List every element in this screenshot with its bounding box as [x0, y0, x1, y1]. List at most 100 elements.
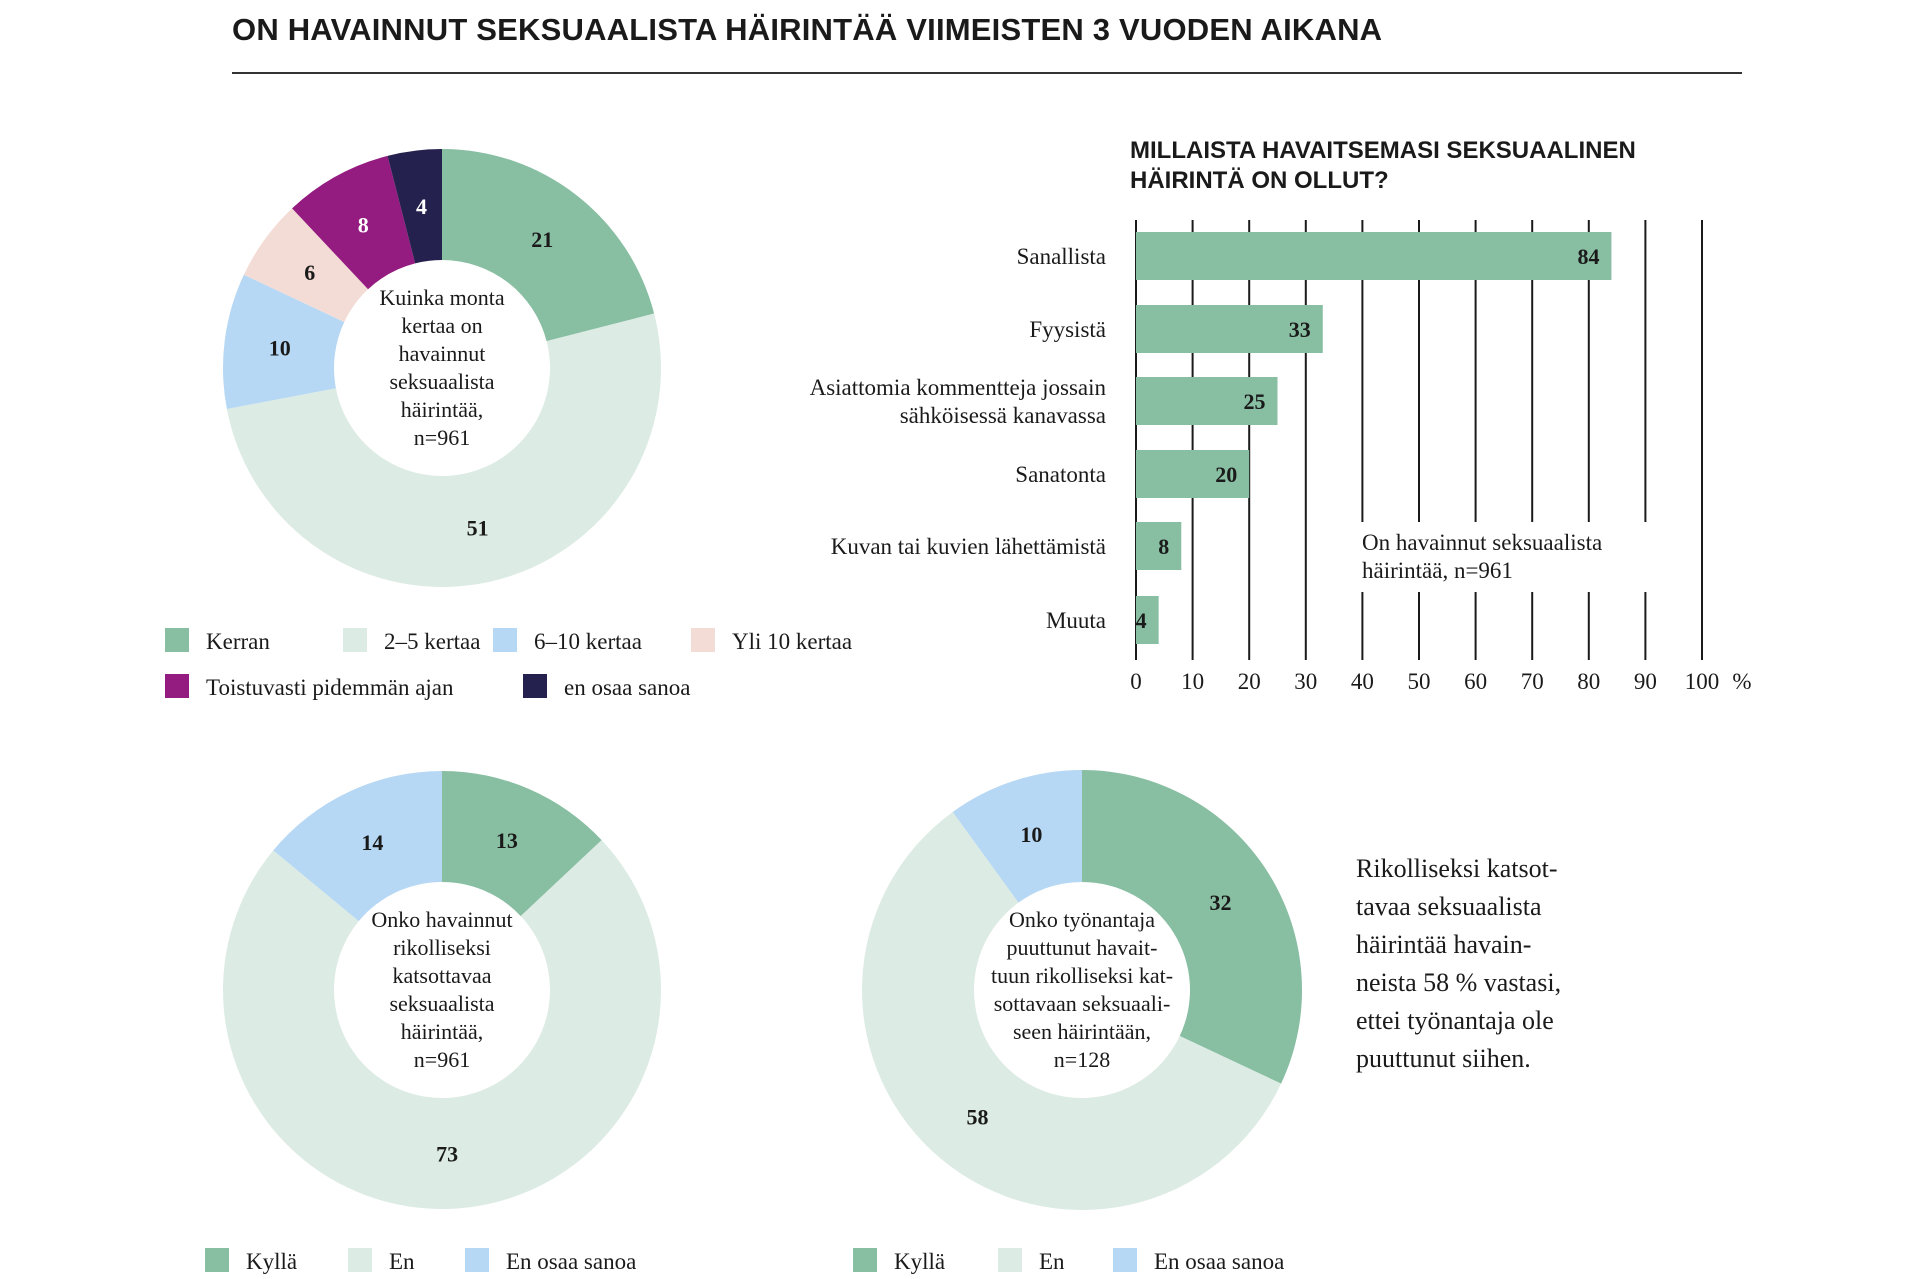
slice-value-label: 58: [966, 1104, 988, 1129]
donut-center-label: seksuaalista: [389, 991, 494, 1016]
legend-label: En: [1039, 1249, 1065, 1274]
bar-chart-note: On havainnut seksuaalista: [1362, 530, 1602, 555]
slice-value-label: 10: [269, 336, 291, 361]
donut-slice: [243, 208, 369, 323]
donut-slice: [1082, 770, 1302, 1084]
donut-center-label: Onko työnantaja: [1009, 907, 1155, 932]
donut-slice: [442, 149, 655, 342]
bar-value-label: 25: [1244, 389, 1266, 414]
legend-swatch: [853, 1248, 877, 1272]
bar: [1136, 305, 1323, 353]
legend-label: Kyllä: [246, 1249, 297, 1274]
slice-value-label: 32: [1209, 890, 1231, 915]
side-note-line: Rikolliseksi katsot-: [1356, 854, 1558, 883]
donut-center-label: havainnut: [399, 341, 486, 366]
bar-value-label: 33: [1289, 317, 1311, 342]
legend-swatch: [523, 674, 547, 698]
x-tick-label: 80: [1577, 669, 1600, 694]
legend-label: en osaa sanoa: [564, 675, 690, 700]
legend-swatch: [348, 1248, 372, 1272]
donut-center-label: häirintää,: [401, 1019, 483, 1044]
bar: [1136, 232, 1612, 280]
slice-value-label: 13: [496, 828, 518, 853]
donut-center-label: katsottavaa: [393, 963, 492, 988]
legend-label: En: [389, 1249, 415, 1274]
donut-slice: [222, 274, 345, 410]
donut-slice: [292, 155, 416, 290]
x-tick-label: 70: [1521, 669, 1544, 694]
x-axis-unit: %: [1732, 669, 1751, 694]
donut-center-label: seksuaalista: [389, 369, 494, 394]
donut-slice: [861, 812, 1282, 1210]
donut-slice: [273, 771, 442, 922]
slice-value-label: 10: [1020, 822, 1042, 847]
x-tick-label: 50: [1408, 669, 1431, 694]
side-note: Rikolliseksi katsot- tavaa seksuaalista …: [1356, 850, 1656, 1078]
donut-center-label: puuttunut havait-: [1007, 935, 1158, 960]
bar-category-label: Kuvan tai kuvien lähettämistä: [831, 534, 1106, 559]
bar-value-label: 20: [1215, 462, 1237, 487]
legend-swatch: [1113, 1248, 1137, 1272]
donut-center-label: rikolliseksi: [393, 935, 491, 960]
donut-center-label: Kuinka monta: [379, 285, 504, 310]
donut-center-label: n=961: [414, 1047, 470, 1072]
side-note-line: ettei työnantaja ole: [1356, 1006, 1554, 1035]
legend-swatch: [343, 628, 367, 652]
note-background: [1356, 522, 1686, 592]
x-tick-label: 0: [1130, 669, 1142, 694]
legend-label: Kerran: [206, 629, 270, 654]
bar: [1136, 522, 1182, 570]
legend-swatch: [691, 628, 715, 652]
bar-chart-title: HÄIRINTÄ ON OLLUT?: [1130, 167, 1389, 194]
legend-label: Kyllä: [894, 1249, 945, 1274]
donut-center-label: n=961: [414, 425, 470, 450]
legend-swatch: [165, 628, 189, 652]
bar-category-label: Asiattomia kommentteja jossain: [810, 375, 1107, 400]
x-tick-label: 10: [1181, 669, 1204, 694]
donut-center-label: tuun rikolliseksi kat-: [991, 963, 1173, 988]
donut-center-label: seen häirintään,: [1013, 1019, 1151, 1044]
title-divider: [232, 72, 1742, 74]
donut-slice: [952, 770, 1082, 903]
legend-swatch: [165, 674, 189, 698]
x-tick-label: 40: [1351, 669, 1374, 694]
donut-slice: [222, 840, 661, 1209]
slice-value-label: 73: [436, 1141, 458, 1166]
x-tick-label: 90: [1634, 669, 1657, 694]
donut-center-label: Onko havainnut: [371, 907, 512, 932]
page-title: ON HAVAINNUT SEKSUAALISTA HÄIRINTÄÄ VIIM…: [232, 12, 1383, 47]
bar-value-label: 84: [1577, 244, 1599, 269]
legend-label: En osaa sanoa: [1154, 1249, 1284, 1274]
legend-swatch: [998, 1248, 1022, 1272]
x-tick-label: 30: [1294, 669, 1317, 694]
bar-chart-note: häirintää, n=961: [1362, 558, 1513, 583]
donut-center-label: kertaa on: [401, 313, 482, 338]
bar-category-label: sähköisessä kanavassa: [900, 403, 1106, 428]
legend-swatch: [465, 1248, 489, 1272]
legend-swatch: [493, 628, 517, 652]
donut-center-label: sottavaan seksuaali-: [994, 991, 1171, 1016]
legend-swatch: [205, 1248, 229, 1272]
bar-category-label: Sanallista: [1017, 244, 1106, 269]
donut-center-label: n=128: [1054, 1047, 1110, 1072]
side-note-line: tavaa seksuaalista: [1356, 892, 1542, 921]
bar-chart-title: MILLAISTA HAVAITSEMASI SEKSUAALINEN: [1130, 137, 1636, 164]
slice-value-label: 51: [467, 516, 489, 541]
bar: [1136, 377, 1278, 425]
slice-value-label: 21: [531, 227, 553, 252]
slice-value-label: 4: [416, 194, 427, 219]
slice-value-label: 6: [304, 260, 315, 285]
side-note-line: häirintää havain-: [1356, 930, 1532, 959]
legend-label: Toistuvasti pidemmän ajan: [206, 675, 454, 700]
bar-category-label: Muuta: [1046, 608, 1106, 633]
legend-label: 2–5 kertaa: [384, 629, 480, 654]
bar-category-label: Fyysistä: [1029, 317, 1106, 342]
x-tick-label: 20: [1238, 669, 1261, 694]
x-tick-label: 60: [1464, 669, 1487, 694]
donut-center-label: häirintää,: [401, 397, 483, 422]
donut-slice: [226, 313, 661, 588]
bar-category-label: Sanatonta: [1015, 462, 1106, 487]
donut-slice: [387, 149, 442, 264]
bar-value-label: 8: [1158, 534, 1169, 559]
